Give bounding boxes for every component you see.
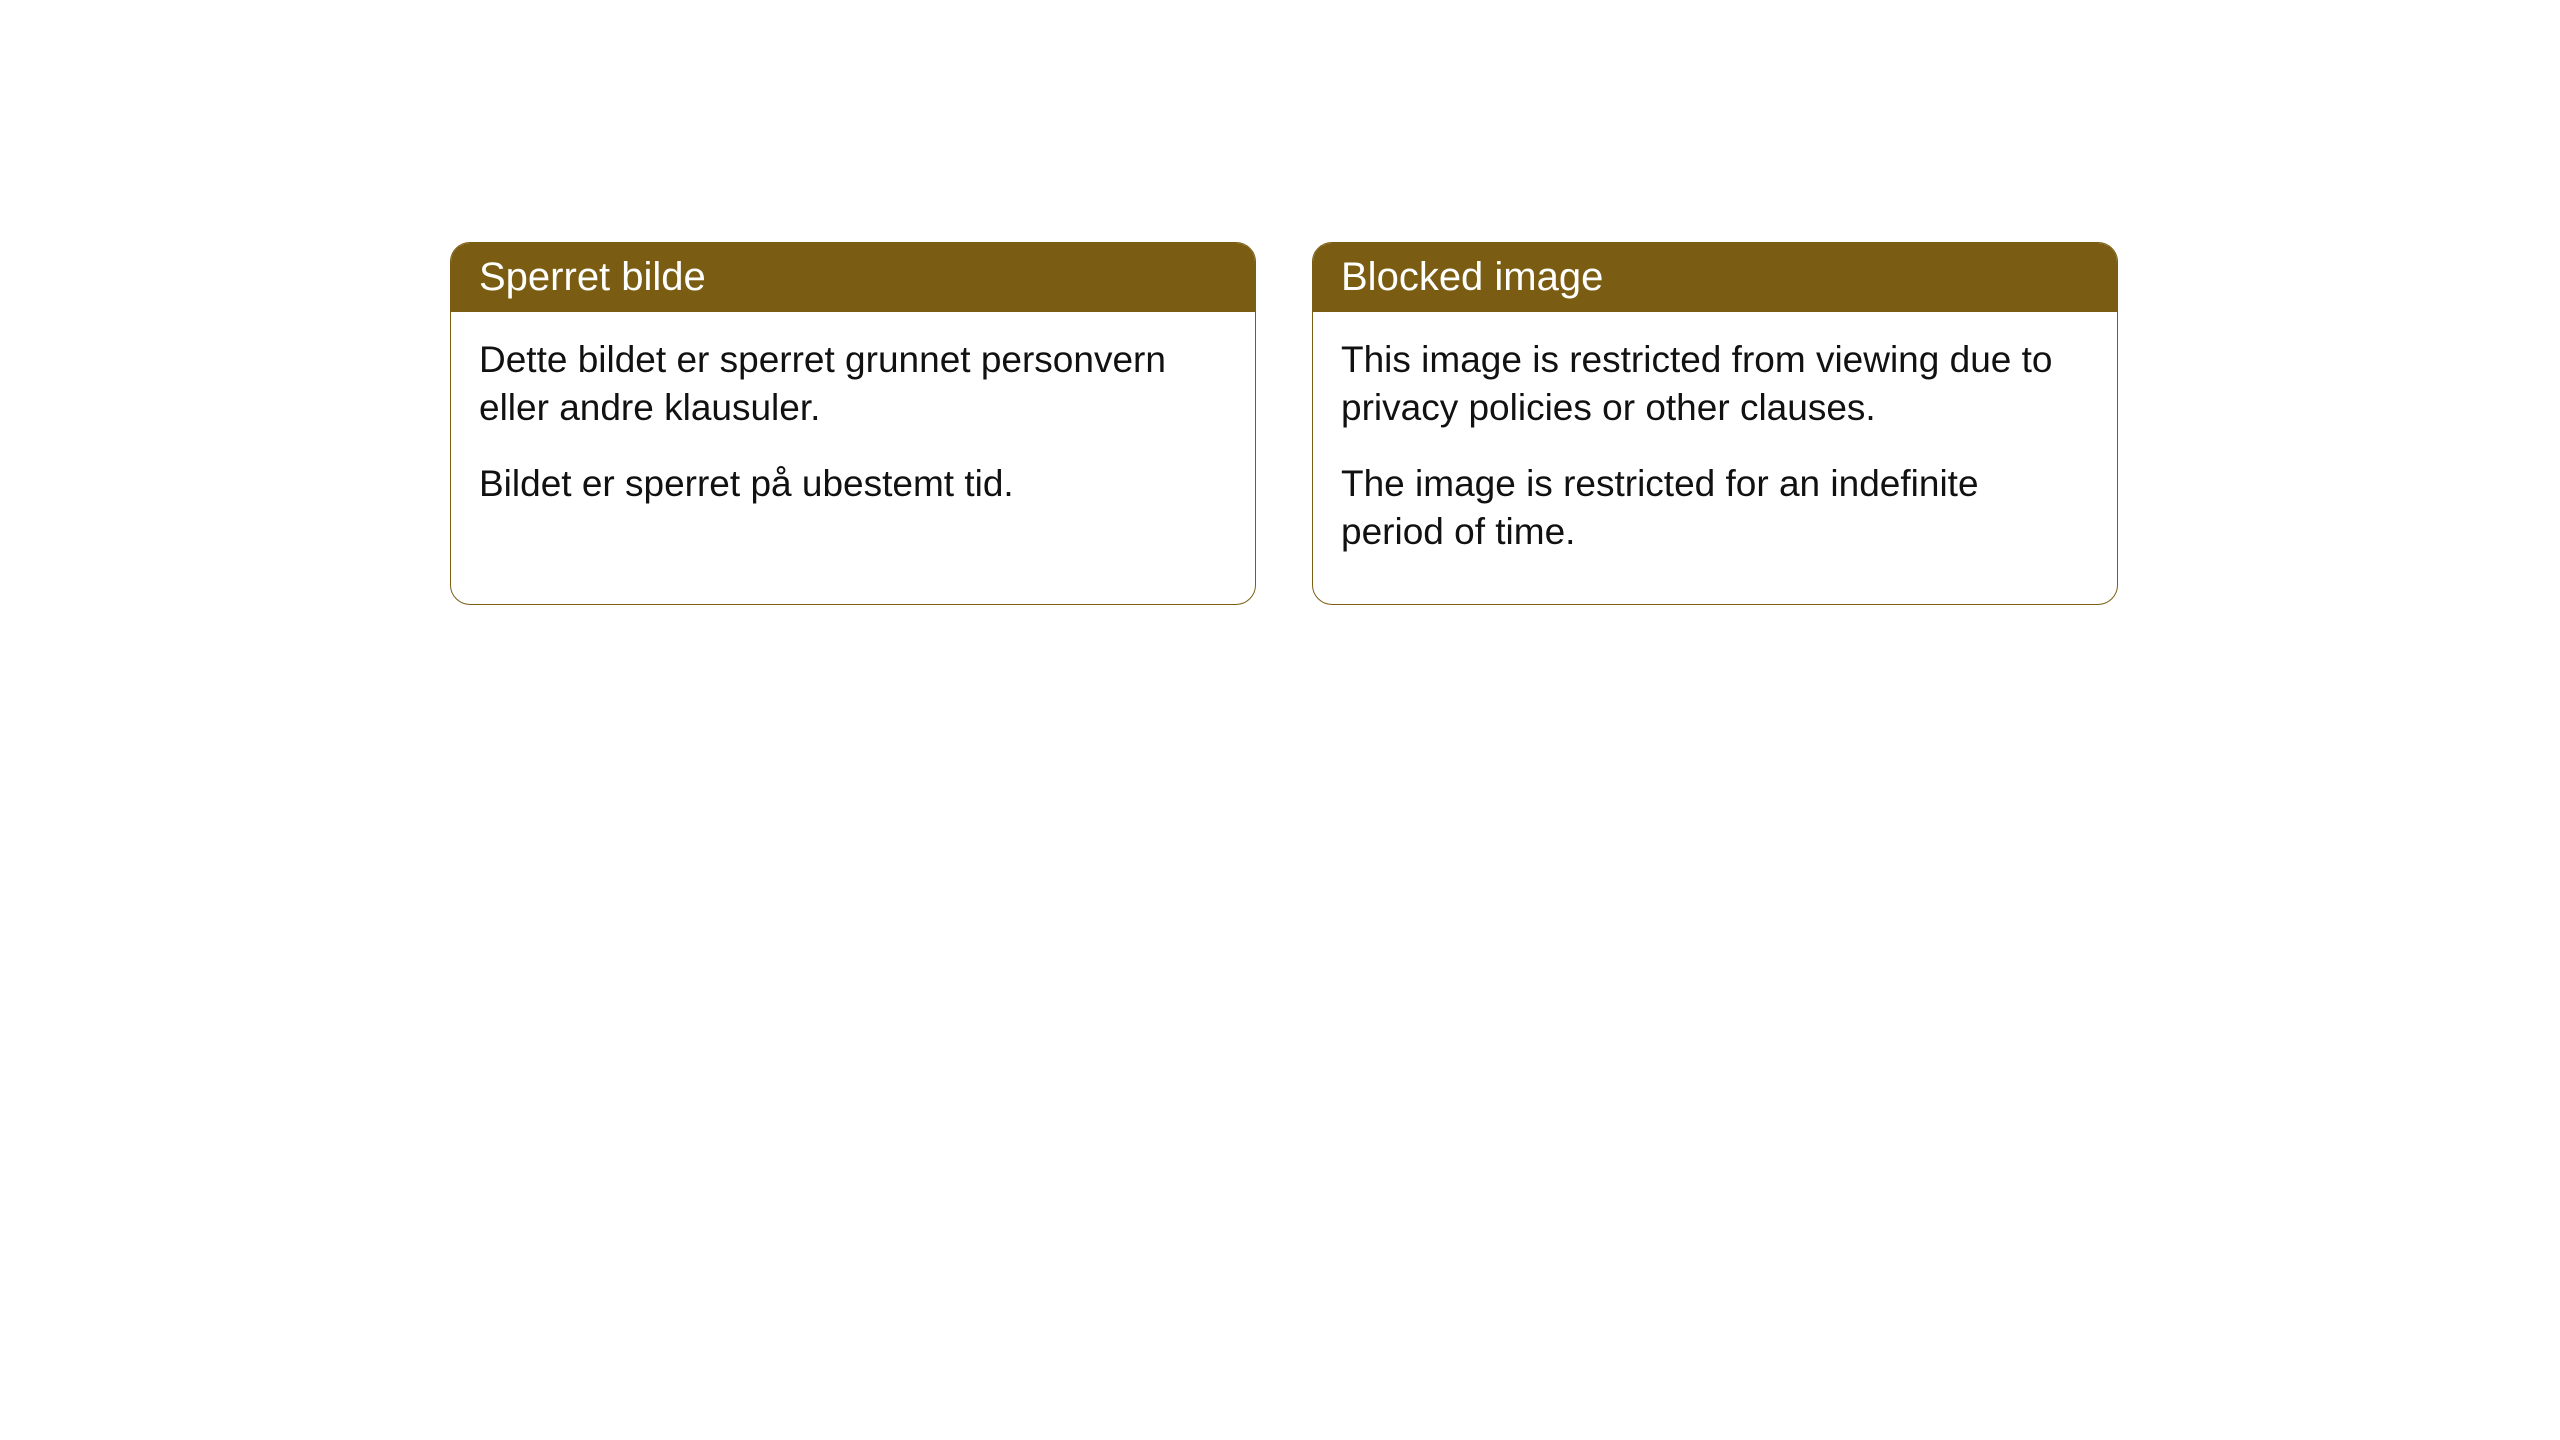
message-cards-container: Sperret bilde Dette bildet er sperret gr…	[0, 0, 2560, 605]
card-title: Blocked image	[1341, 255, 1603, 299]
card-paragraph: Bildet er sperret på ubestemt tid.	[479, 460, 1227, 508]
card-paragraph: Dette bildet er sperret grunnet personve…	[479, 336, 1227, 432]
card-header: Blocked image	[1313, 243, 2117, 312]
card-body: Dette bildet er sperret grunnet personve…	[451, 312, 1255, 556]
card-title: Sperret bilde	[479, 255, 706, 299]
card-body: This image is restricted from viewing du…	[1313, 312, 2117, 604]
blocked-image-card-norwegian: Sperret bilde Dette bildet er sperret gr…	[450, 242, 1256, 605]
card-paragraph: The image is restricted for an indefinit…	[1341, 460, 2089, 556]
card-paragraph: This image is restricted from viewing du…	[1341, 336, 2089, 432]
blocked-image-card-english: Blocked image This image is restricted f…	[1312, 242, 2118, 605]
card-header: Sperret bilde	[451, 243, 1255, 312]
